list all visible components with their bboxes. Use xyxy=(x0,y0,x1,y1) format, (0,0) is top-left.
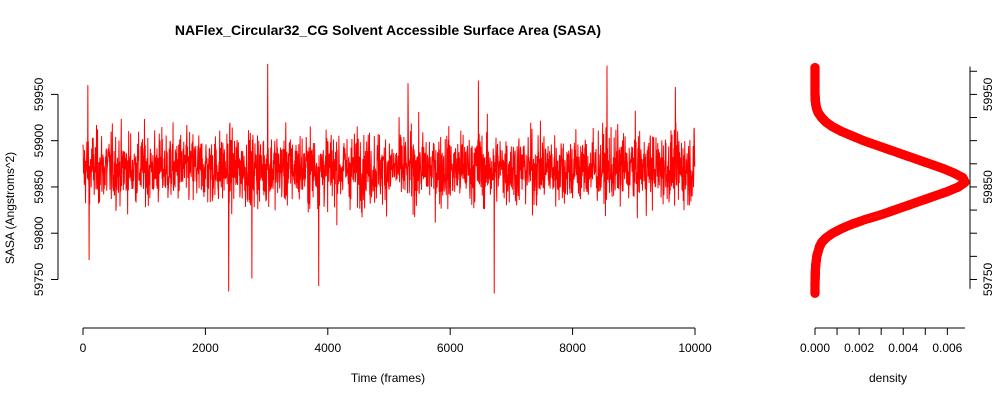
y-tick-label: 59950 xyxy=(32,77,46,111)
y-tick-label: 59850 xyxy=(32,170,46,204)
density-y-tick-label: 59950 xyxy=(981,77,995,111)
density-panel: 0.000 0.002 0.004 0.006 59750 59850 59950 den… xyxy=(800,62,995,385)
x-axis-label: Time (frames) xyxy=(351,371,425,385)
density-x-axis: 0.000 0.002 0.004 0.006 xyxy=(800,327,965,355)
density-y-axis: 59750 59850 59950 xyxy=(969,66,995,296)
sasa-series-line xyxy=(82,63,696,294)
x-tick-label: 0 xyxy=(80,341,87,355)
density-y-tick-label: 59750 xyxy=(981,262,995,296)
density-x-tick-label: 0.004 xyxy=(888,341,918,355)
y-tick-label: 59800 xyxy=(32,216,46,250)
density-x-tick-label: 0.002 xyxy=(844,341,874,355)
y-tick-label: 59900 xyxy=(32,124,46,158)
y-axis: 59750 59800 59850 59900 59950 xyxy=(32,77,59,296)
x-tick-label: 8000 xyxy=(559,341,586,355)
y-tick-label: 59750 xyxy=(32,262,46,296)
x-tick-label: 6000 xyxy=(437,341,464,355)
x-tick-label: 4000 xyxy=(314,341,341,355)
x-tick-label: 10000 xyxy=(678,341,712,355)
time-series-panel: 0 2000 4000 6000 8000 10000 59750598005985059… xyxy=(3,63,712,385)
density-point xyxy=(810,62,820,73)
x-axis: 0 2000 4000 6000 8000 10000 xyxy=(80,327,712,355)
x-tick-label: 2000 xyxy=(192,341,219,355)
density-y-tick-label: 59850 xyxy=(981,170,995,204)
density-x-tick-label: 0.006 xyxy=(932,341,962,355)
density-x-tick-label: 0.000 xyxy=(800,341,830,355)
density-curve xyxy=(810,62,970,299)
density-axis-label: density xyxy=(869,371,907,385)
chart-title: NAFlex_Circular32_CG Solvent Accessible … xyxy=(175,22,601,38)
y-axis-label: SASA (Angstroms^2) xyxy=(3,152,17,264)
